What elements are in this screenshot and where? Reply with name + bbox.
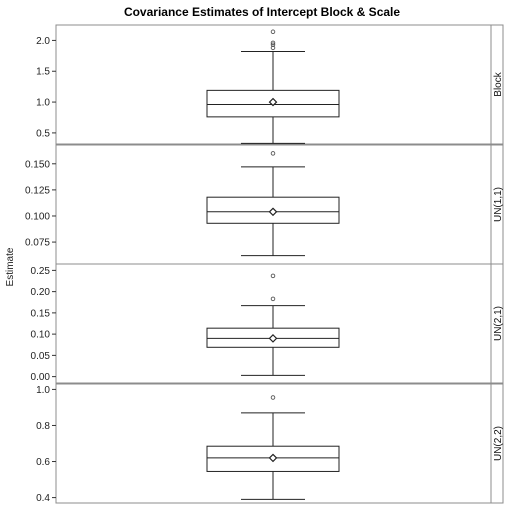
panel: UN(2,2) 0.4 0.6 0.8 1.0 — [36, 383, 504, 504]
panel-strip — [490, 24, 504, 145]
outlier-point — [270, 42, 276, 47]
outlier-point — [270, 395, 276, 400]
outlier-point — [270, 151, 276, 156]
y-tick-label: 0.4 — [36, 493, 50, 504]
y-tick-label: 0.20 — [31, 287, 51, 298]
outlier-point — [270, 45, 276, 51]
y-tick-label: 1.0 — [36, 98, 50, 109]
strip-label: UN(1,1) — [493, 187, 504, 222]
strip-label: UN(2,1) — [493, 306, 504, 341]
y-tick-label: 0.25 — [31, 266, 51, 277]
y-tick-label: 0.075 — [25, 238, 50, 249]
panel: Block 0.5 1.0 1.5 2.0 — [36, 24, 504, 145]
y-tick-label: 0.05 — [31, 351, 51, 362]
y-tick-label: 2.0 — [36, 36, 50, 47]
y-tick-label: 0.100 — [25, 211, 50, 222]
panel-strip — [490, 383, 504, 504]
y-tick-label: 0.15 — [31, 308, 51, 319]
panels: Block 0.5 1.0 1.5 2.0 UN(1,1) 0.075 0.100 0.125 0… — [25, 24, 504, 504]
y-tick-label: 1.5 — [36, 67, 50, 78]
outlier-point — [270, 29, 276, 35]
y-tick-label: 0.5 — [36, 128, 50, 139]
y-tick-label: 0.00 — [31, 372, 51, 383]
y-tick-label: 0.8 — [36, 421, 50, 432]
strip-label: UN(2,2) — [493, 426, 504, 461]
panel: UN(2,1) 0.00 0.05 0.10 0.15 0.20 0.25 — [31, 263, 504, 384]
mean-marker — [268, 334, 278, 343]
outlier-point — [270, 40, 276, 46]
y-tick-label: 0.125 — [25, 185, 50, 196]
chart-title: Covariance Estimates of Intercept Block … — [124, 5, 400, 19]
y-tick-label: 1.0 — [36, 385, 50, 396]
y-tick-label: 0.10 — [31, 330, 51, 341]
y-axis-label: Estimate — [5, 247, 16, 286]
y-tick-label: 0.6 — [36, 457, 50, 468]
mean-marker — [268, 207, 278, 217]
panel: UN(1,1) 0.075 0.100 0.125 0.150 — [25, 144, 504, 265]
panel-strip — [490, 263, 504, 384]
outlier-point — [270, 296, 276, 302]
strip-label: Block — [493, 71, 504, 96]
mean-marker — [268, 453, 278, 463]
mean-marker — [268, 97, 278, 107]
y-tick-label: 0.150 — [25, 159, 50, 170]
outlier-point — [270, 273, 276, 279]
